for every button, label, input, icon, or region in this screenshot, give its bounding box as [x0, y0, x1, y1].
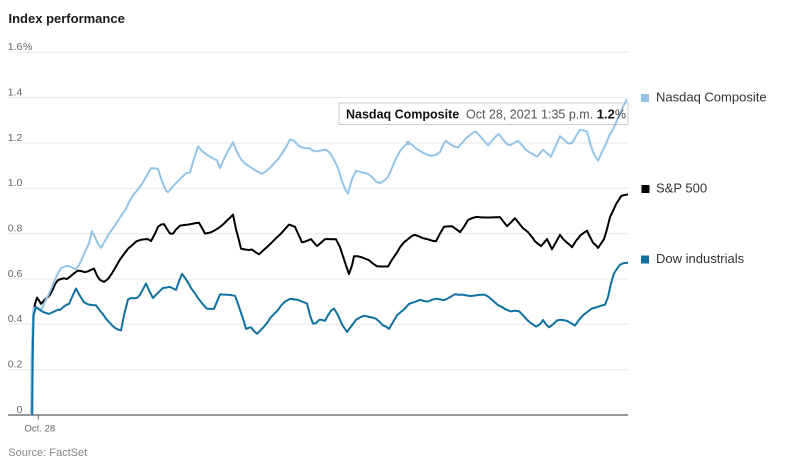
- svg-text:0: 0: [16, 404, 22, 416]
- svg-text:1.2%: 1.2%: [597, 107, 626, 122]
- svg-text:Nasdaq Composite: Nasdaq Composite: [656, 90, 767, 105]
- svg-text:%: %: [23, 41, 32, 53]
- svg-text:Source: FactSet: Source: FactSet: [8, 447, 87, 459]
- svg-text:1.2: 1.2: [8, 132, 23, 144]
- svg-text:0.4: 0.4: [8, 313, 23, 325]
- svg-text:S&P 500: S&P 500: [656, 181, 707, 196]
- svg-text:0.2: 0.2: [8, 359, 23, 371]
- svg-text:0.8: 0.8: [8, 222, 23, 234]
- svg-text:1.0: 1.0: [8, 177, 23, 189]
- svg-text:Nasdaq Composite: Nasdaq Composite: [346, 108, 459, 122]
- svg-text:Oct 28, 2021 1:35 p.m.: Oct 28, 2021 1:35 p.m.: [466, 108, 593, 122]
- svg-text:Oct. 28: Oct. 28: [25, 424, 56, 435]
- svg-text:1.6: 1.6: [8, 41, 23, 53]
- svg-text:Dow industrials: Dow industrials: [656, 251, 745, 266]
- svg-text:Index performance: Index performance: [9, 11, 125, 26]
- svg-text:1.4: 1.4: [8, 86, 23, 98]
- svg-text:0.6: 0.6: [8, 268, 23, 280]
